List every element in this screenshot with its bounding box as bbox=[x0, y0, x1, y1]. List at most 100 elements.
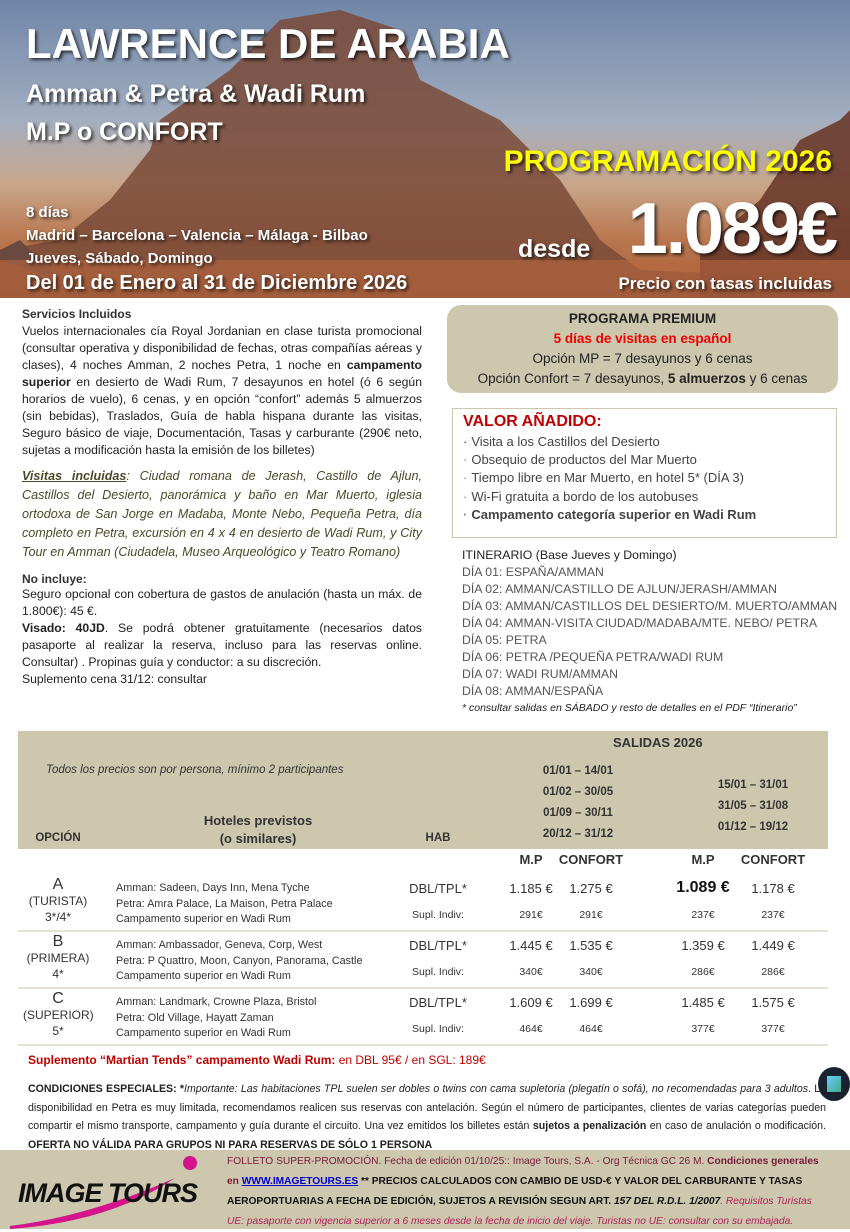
table-row: C (SUPERIOR) 5* Amman: Landmark, Crowne Pla… bbox=[18, 989, 828, 1046]
headline-price: 1.089€ bbox=[627, 189, 838, 269]
dinner-supplement: Suplemento cena 31/12: consultar bbox=[22, 672, 207, 686]
subcol-confort: CONFORT bbox=[558, 852, 624, 867]
hero-banner: LAWRENCE DE ARABIA Amman & Petra & Wadi … bbox=[0, 0, 850, 298]
hotels-cell: Amman: Ambassador, Geneva, Corp, West Pet… bbox=[116, 939, 363, 982]
single-supplement-label: Supl. Indiv: bbox=[412, 1023, 464, 1035]
services-title: Servicios Incluidos bbox=[22, 307, 132, 321]
table-header bbox=[18, 731, 828, 849]
logo-text: IMAGE TOURS bbox=[18, 1178, 198, 1208]
hotels-cell: Amman: Landmark, Crowne Plaza, Bristol Pe… bbox=[116, 996, 317, 1039]
premium-highlight: 5 días de visitas en español bbox=[553, 331, 732, 346]
added-value-item: · Wi-Fi gratuita a bordo de los autobuses bbox=[463, 488, 699, 504]
itinerary-day: DÍA 06: PETRA /PEQUEÑA PETRA/WADI RUM bbox=[462, 650, 724, 664]
bullet-icon: · bbox=[463, 470, 468, 486]
added-value-box: VALOR AÑADIDO: · Visita a los Castillos d… bbox=[452, 408, 837, 538]
added-value-item: · Obsequio de productos del Mar Muerto bbox=[463, 452, 697, 468]
desde-label: desde bbox=[518, 235, 591, 263]
floating-app-icon[interactable] bbox=[818, 1067, 850, 1101]
period-range: 15/01 – 31/01 bbox=[717, 779, 789, 791]
page-title: LAWRENCE DE ARABIA bbox=[26, 20, 510, 67]
bullet-icon: · bbox=[463, 488, 468, 504]
duration: 8 días bbox=[26, 204, 69, 221]
single-supplement-label: Supl. Indiv: bbox=[412, 909, 464, 921]
period-range: 01/01 – 14/01 bbox=[542, 765, 614, 777]
itinerary-day: DÍA 02: AMMAN/CASTILLO DE AJLUN/JERASH/A… bbox=[462, 582, 778, 596]
period-range: 01/09 – 30/11 bbox=[543, 807, 613, 819]
supplement-cell: 464€ bbox=[579, 1023, 603, 1035]
itinerary-note: * consultar salidas en SÁBADO y resto de… bbox=[462, 702, 797, 714]
price-cell: 1.609 € bbox=[509, 995, 553, 1010]
not-included-text: Seguro opcional con cobertura de gastos … bbox=[22, 587, 422, 618]
period-1: 01/01 – 14/01 01/02 – 30/05 01/09 – 30/11 2… bbox=[523, 761, 633, 845]
martian-tents-supplement: Suplemento “Martian Tends” campamento Wa… bbox=[28, 1053, 486, 1067]
period-range: 01/12 – 19/12 bbox=[717, 821, 789, 833]
col-opcion: OPCIÓN bbox=[35, 832, 81, 844]
price-cell: 1.178 € bbox=[751, 881, 795, 896]
footer-legal: FOLLETO SUPER-PROMOCIÓN. Fecha de edició… bbox=[227, 1156, 819, 1227]
departure-days: Jueves, Sábado, Domingo bbox=[26, 250, 213, 267]
itinerary-title: ITINERARIO (Base Jueves y Domingo) bbox=[462, 548, 677, 562]
price-cell: 1.535 € bbox=[569, 938, 613, 953]
itinerary-day: DÍA 08: AMMAN/ESPAÑA bbox=[462, 684, 604, 698]
added-value-item: · Visita a los Castillos del Desierto bbox=[463, 434, 660, 449]
room-type: DBL/TPL* bbox=[409, 938, 467, 953]
subcol-confort: CONFORT bbox=[740, 852, 806, 867]
subcol-mp: M.P bbox=[519, 852, 543, 867]
hotels-cell: Amman: Sadeen, Days Inn, Mena Tyche Petra… bbox=[116, 882, 333, 925]
x-icon bbox=[827, 1076, 841, 1092]
services-section: Servicios Incluidos Vuelos internacional… bbox=[22, 307, 422, 688]
subcol-mp: M.P bbox=[691, 852, 715, 867]
price-cell: 1.359 € bbox=[681, 938, 725, 953]
subtitle-route: Amman & Petra & Wadi Rum bbox=[26, 80, 366, 108]
supplement-cell: 377€ bbox=[761, 1023, 785, 1035]
period-2: 15/01 – 31/01 31/05 – 31/08 01/12 – 19/12 bbox=[698, 775, 808, 838]
visits-text: Visitas incluidas: Ciudad romana de Jera… bbox=[22, 469, 422, 559]
supplement-cell: 377€ bbox=[691, 1023, 715, 1035]
option-cell: B (PRIMERA) 4* bbox=[26, 933, 90, 982]
table-row: A (TURISTA) 3*/4* Amman: Sadeen, Days Inn, … bbox=[18, 875, 828, 932]
table-note: Todos los precios son por persona, mínim… bbox=[46, 764, 344, 776]
premium-confort: Opción Confort = 7 desayunos, 5 almuerzo… bbox=[477, 371, 808, 386]
supplement-cell: 464€ bbox=[519, 1023, 543, 1035]
supplement-cell: 291€ bbox=[519, 909, 543, 921]
added-value-title: VALOR AÑADIDO: bbox=[463, 413, 602, 430]
premium-mp: Opción MP = 7 desayunos y 6 cenas bbox=[532, 351, 753, 366]
price-cell: 1.275 € bbox=[569, 881, 613, 896]
programacion-label: PROGRAMACIÓN 2026 bbox=[503, 145, 832, 178]
itinerary-day: DÍA 03: AMMAN/CASTILLOS DEL DESIERTO/M. … bbox=[462, 599, 838, 613]
supplement-cell: 237€ bbox=[691, 909, 715, 921]
itinerary-day: DÍA 01: ESPAÑA/AMMAN bbox=[462, 565, 604, 579]
room-type: DBL/TPL* bbox=[409, 995, 467, 1010]
price-cell: 1.089 € bbox=[676, 879, 730, 896]
added-value-item: · Campamento categoría superior en Wadi R… bbox=[463, 506, 757, 522]
option-cell: A (TURISTA) 3*/4* bbox=[28, 876, 88, 925]
website-link[interactable]: WWW.IMAGETOURS.ES bbox=[241, 1176, 359, 1187]
period-range: 20/12 – 31/12 bbox=[542, 828, 614, 840]
footer: IMAGE TOURS FOLLETO SUPER-PROMOCIÓN. Fec… bbox=[0, 1150, 850, 1229]
subtitle-options: M.P o CONFORT bbox=[26, 118, 223, 146]
special-conditions: CONDICIONES ESPECIALES: *Importante: Las… bbox=[28, 1083, 826, 1151]
salidas-title: SALIDAS 2026 bbox=[613, 735, 703, 750]
price-table: SALIDAS 2026 Todos los precios son por p… bbox=[18, 731, 828, 1046]
price-cell: 1.699 € bbox=[569, 995, 613, 1010]
supplement-cell: 286€ bbox=[761, 966, 785, 978]
price-cell: 1.485 € bbox=[681, 995, 725, 1010]
departure-cities: Madrid – Barcelona – Valencia – Málaga -… bbox=[26, 227, 368, 244]
period-range: 31/05 – 31/08 bbox=[717, 800, 789, 812]
bullet-icon: · bbox=[463, 506, 468, 522]
added-value-item: · Tiempo libre en Mar Muerto, en hotel 5*… bbox=[463, 470, 744, 486]
not-included-title: No incluye: bbox=[22, 572, 87, 586]
price-note: Precio con tasas incluidas bbox=[618, 274, 832, 293]
bullet-icon: · bbox=[463, 434, 468, 449]
supplement-cell: 340€ bbox=[579, 966, 603, 978]
itinerary-day: DÍA 05: PETRA bbox=[462, 633, 547, 647]
single-supplement-label: Supl. Indiv: bbox=[412, 966, 464, 978]
supplement-cell: 340€ bbox=[519, 966, 543, 978]
desert-rock-image bbox=[0, 10, 850, 298]
premium-program-box: PROGRAMA PREMIUM 5 días de visitas en es… bbox=[447, 305, 838, 393]
price-cell: 1.185 € bbox=[509, 881, 553, 896]
visa-text: Visado: 40JD. Se podrá obtener gratuitam… bbox=[22, 621, 422, 669]
supplement-cell: 286€ bbox=[691, 966, 715, 978]
room-type: DBL/TPL* bbox=[409, 881, 467, 896]
price-cell: 1.575 € bbox=[751, 995, 795, 1010]
